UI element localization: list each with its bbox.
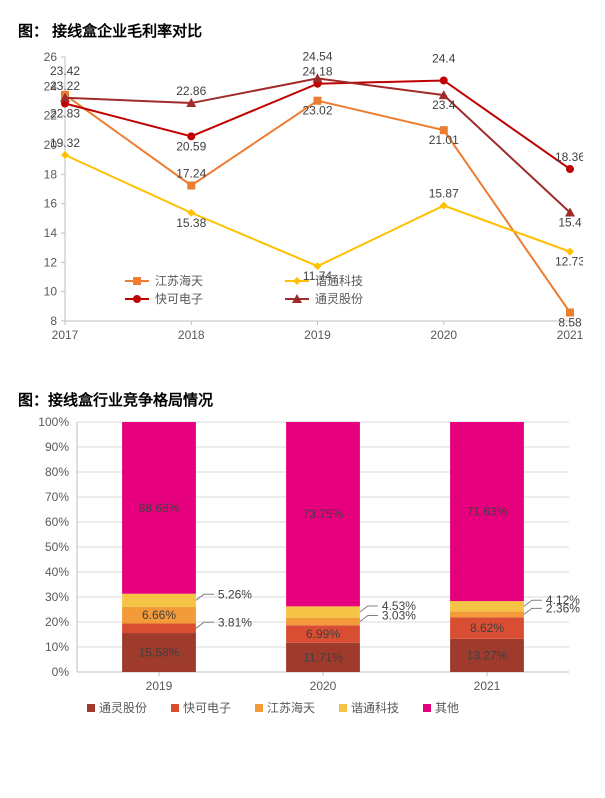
svg-text:40%: 40% xyxy=(44,565,68,579)
chart2: 0% 10% 20% 30% 40% 50% 60% 70% 80% 90% 100% 15.58% 3… xyxy=(23,414,583,730)
chart1-title: 图： 接线盒企业毛利率对比 xyxy=(18,20,587,41)
value-label: 15.87 xyxy=(428,187,458,201)
value-label: 22.86 xyxy=(176,84,206,98)
bar-segment xyxy=(122,624,196,634)
value-label: 23.02 xyxy=(302,104,332,118)
chart1: 810121416182022242620172018201920202021江… xyxy=(23,45,583,355)
svg-text:30%: 30% xyxy=(44,590,68,604)
bar-value: 6.66% xyxy=(141,608,175,622)
svg-text:0%: 0% xyxy=(51,665,69,679)
bar-segment xyxy=(286,618,360,626)
value-label: 21.01 xyxy=(428,133,458,147)
value-label: 17.24 xyxy=(176,166,206,180)
bar-segment xyxy=(286,606,360,617)
svg-text:16: 16 xyxy=(43,197,57,211)
bar-value: 6.99% xyxy=(305,627,339,641)
svg-text:12: 12 xyxy=(43,255,57,269)
svg-text:2021: 2021 xyxy=(473,679,500,693)
series-line xyxy=(65,80,570,169)
value-label: 24.54 xyxy=(302,49,332,63)
legend-item: 快可电子 xyxy=(183,701,231,715)
svg-text:10%: 10% xyxy=(44,640,68,654)
value-label: 15.38 xyxy=(176,216,206,230)
legend-item: 通灵股份 xyxy=(315,292,363,306)
value-label: 12.73 xyxy=(554,255,582,269)
value-label: 18.36 xyxy=(554,150,582,164)
svg-text:80%: 80% xyxy=(44,465,68,479)
legend-item: 通灵股份 xyxy=(99,701,147,715)
bar-value: 73.75% xyxy=(302,507,343,521)
svg-text:90%: 90% xyxy=(44,440,68,454)
svg-text:2020: 2020 xyxy=(309,679,336,693)
svg-text:100%: 100% xyxy=(38,415,69,429)
legend-item: 谐通科技 xyxy=(351,701,399,715)
value-label: 19.32 xyxy=(49,136,79,150)
value-label: 20.59 xyxy=(176,139,206,153)
bar-segment xyxy=(122,594,196,607)
bar-segment xyxy=(450,601,524,611)
chart2-legend: 通灵股份 快可电子 江苏海天 谐通科技 其他 xyxy=(87,700,459,715)
legend-item: 江苏海天 xyxy=(155,273,203,288)
value-label: 15.4 xyxy=(558,215,582,229)
svg-text:70%: 70% xyxy=(44,490,68,504)
bar-value: 3.81% xyxy=(217,615,251,629)
chart2-svg: 0% 10% 20% 30% 40% 50% 60% 70% 80% 90% 100% 15.58% 3… xyxy=(23,414,583,730)
svg-text:2020: 2020 xyxy=(430,328,457,342)
value-label: 11.74 xyxy=(302,269,331,283)
value-label: 22.83 xyxy=(49,106,79,120)
svg-text:50%: 50% xyxy=(44,540,68,554)
svg-text:18: 18 xyxy=(43,167,57,181)
svg-text:2018: 2018 xyxy=(177,328,204,342)
svg-text:2019: 2019 xyxy=(304,328,331,342)
bar-value: 4.53% xyxy=(381,599,415,613)
legend-item: 江苏海天 xyxy=(267,700,315,715)
svg-text:2017: 2017 xyxy=(51,328,78,342)
bar-value: 13.27% xyxy=(466,648,507,662)
bar-value: 5.26% xyxy=(217,587,251,601)
value-label: 23.4 xyxy=(432,98,456,112)
value-label: 24.18 xyxy=(302,65,332,79)
svg-text:26: 26 xyxy=(43,50,57,64)
svg-text:14: 14 xyxy=(43,226,57,240)
series-line xyxy=(65,155,570,266)
chart2-title: 图：接线盒行业竞争格局情况 xyxy=(18,389,587,410)
svg-text:8: 8 xyxy=(50,314,57,328)
bar-value: 8.62% xyxy=(469,621,503,635)
svg-text:10: 10 xyxy=(43,285,57,299)
svg-text:2019: 2019 xyxy=(145,679,172,693)
bar-value: 11.71% xyxy=(303,650,343,664)
bar-segment xyxy=(450,611,524,617)
bar-value: 71.63% xyxy=(466,505,507,519)
bar-value: 4.12% xyxy=(545,593,579,607)
svg-text:20%: 20% xyxy=(44,615,68,629)
value-label: 23.42 xyxy=(49,64,79,78)
svg-text:60%: 60% xyxy=(44,515,68,529)
bar-value: 68.68% xyxy=(138,501,179,515)
svg-text:2021: 2021 xyxy=(556,328,582,342)
legend-item: 其他 xyxy=(435,701,459,715)
value-label: 8.58 xyxy=(558,315,582,329)
value-label: 24.4 xyxy=(432,51,456,65)
value-label: 23.22 xyxy=(49,79,79,93)
legend-item: 快可电子 xyxy=(155,292,203,306)
bar-value: 15.58% xyxy=(138,646,179,660)
chart1-svg: 810121416182022242620172018201920202021江… xyxy=(23,45,583,355)
